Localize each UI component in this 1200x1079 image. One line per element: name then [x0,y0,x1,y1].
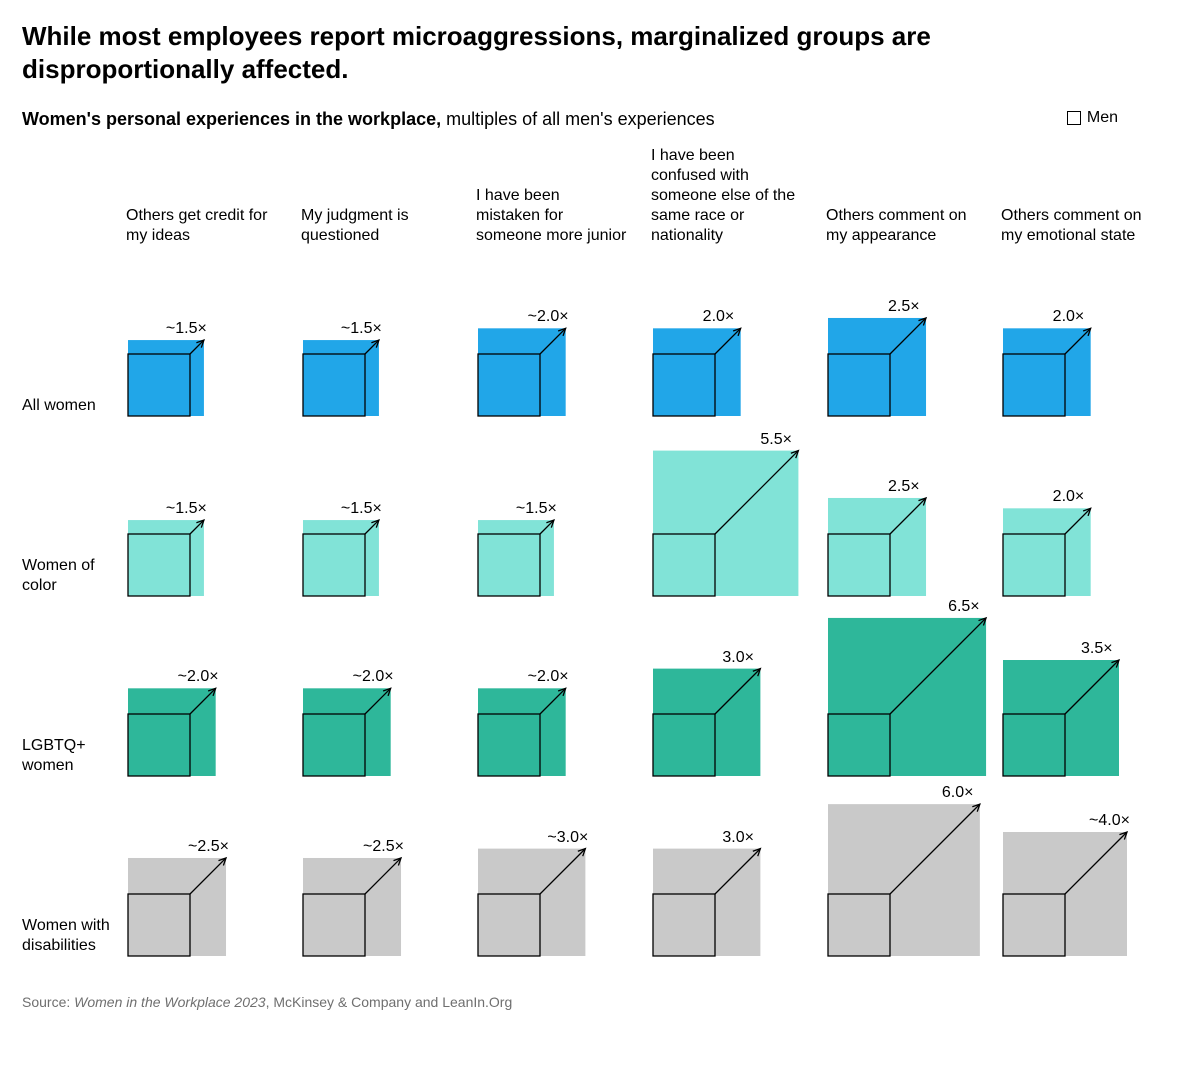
data-cell: 3.5× [997,616,1172,796]
source-title: Women in the Workplace 2023 [74,994,265,1010]
subtitle-rest: multiples of all men's experiences [441,109,715,129]
data-cell: ~1.5× [472,436,647,616]
source-rest: , McKinsey & Company and LeanIn.Org [266,994,513,1010]
row-label: All women [22,256,122,436]
data-cell: ~2.0× [297,616,472,796]
value-label: ~1.5× [166,320,207,338]
data-cell: ~4.0× [997,796,1172,976]
value-label: ~1.5× [341,500,382,518]
value-label: ~1.5× [341,320,382,338]
value-label: 2.0× [703,308,735,326]
chart-title: While most employees report microaggress… [22,20,1072,85]
value-label: 2.0× [1053,308,1085,326]
row-label: LGBTQ+ women [22,616,122,796]
value-label: 6.5× [948,598,980,616]
value-label: 2.5× [888,298,920,316]
value-label: ~2.5× [188,838,229,856]
data-cell: ~1.5× [122,256,297,436]
data-cell: ~1.5× [122,436,297,616]
source-prefix: Source: [22,994,74,1010]
legend: Men [1067,109,1118,127]
source-line: Source: Women in the Workplace 2023, McK… [22,994,1178,1010]
row-label: Women with disabilities [22,796,122,976]
data-cell: ~1.5× [297,436,472,616]
value-label: ~2.0× [178,668,219,686]
data-cell: 6.5× [822,616,997,796]
value-label: 6.0× [942,784,974,802]
column-header: Others get credit for my ideas [122,142,297,256]
column-header: I have been confused with someone else o… [647,142,822,256]
value-label: ~4.0× [1089,812,1130,830]
data-cell: ~2.0× [472,616,647,796]
data-cell: ~2.5× [297,796,472,976]
subtitle-row: Women's personal experiences in the work… [22,109,1178,130]
column-header: My judgment is questioned [297,142,472,256]
value-label: 5.5× [760,431,792,449]
row-label: Women of color [22,436,122,616]
value-label: 3.0× [722,829,754,847]
data-cell: 2.0× [997,256,1172,436]
value-label: ~2.0× [528,668,569,686]
data-cell: 2.5× [822,256,997,436]
data-cell: ~2.0× [472,256,647,436]
data-cell: 3.0× [647,796,822,976]
column-header: I have been mistaken for someone more ju… [472,142,647,256]
value-label: ~3.0× [547,829,588,847]
chart-grid: Others get credit for my ideasMy judgmen… [22,142,1178,976]
value-label: ~1.5× [516,500,557,518]
data-cell: ~3.0× [472,796,647,976]
value-label: 3.5× [1081,640,1113,658]
value-label: ~2.0× [353,668,394,686]
value-label: 2.0× [1053,488,1085,506]
subtitle-bold: Women's personal experiences in the work… [22,109,441,129]
data-cell: 6.0× [822,796,997,976]
data-cell: 2.0× [997,436,1172,616]
legend-swatch-men [1067,111,1081,125]
value-label: 2.5× [888,478,920,496]
legend-label: Men [1087,109,1118,127]
data-cell: 2.5× [822,436,997,616]
column-header: Others comment on my appearance [822,142,997,256]
chart-subtitle: Women's personal experiences in the work… [22,109,715,130]
column-header: Others comment on my emotional state [997,142,1172,256]
value-label: ~2.5× [363,838,404,856]
data-cell: ~2.5× [122,796,297,976]
data-cell: ~2.0× [122,616,297,796]
value-label: ~2.0× [528,308,569,326]
value-label: ~1.5× [166,500,207,518]
data-cell: 2.0× [647,256,822,436]
data-cell: 5.5× [647,436,822,616]
data-cell: 3.0× [647,616,822,796]
value-label: 3.0× [722,649,754,667]
data-cell: ~1.5× [297,256,472,436]
